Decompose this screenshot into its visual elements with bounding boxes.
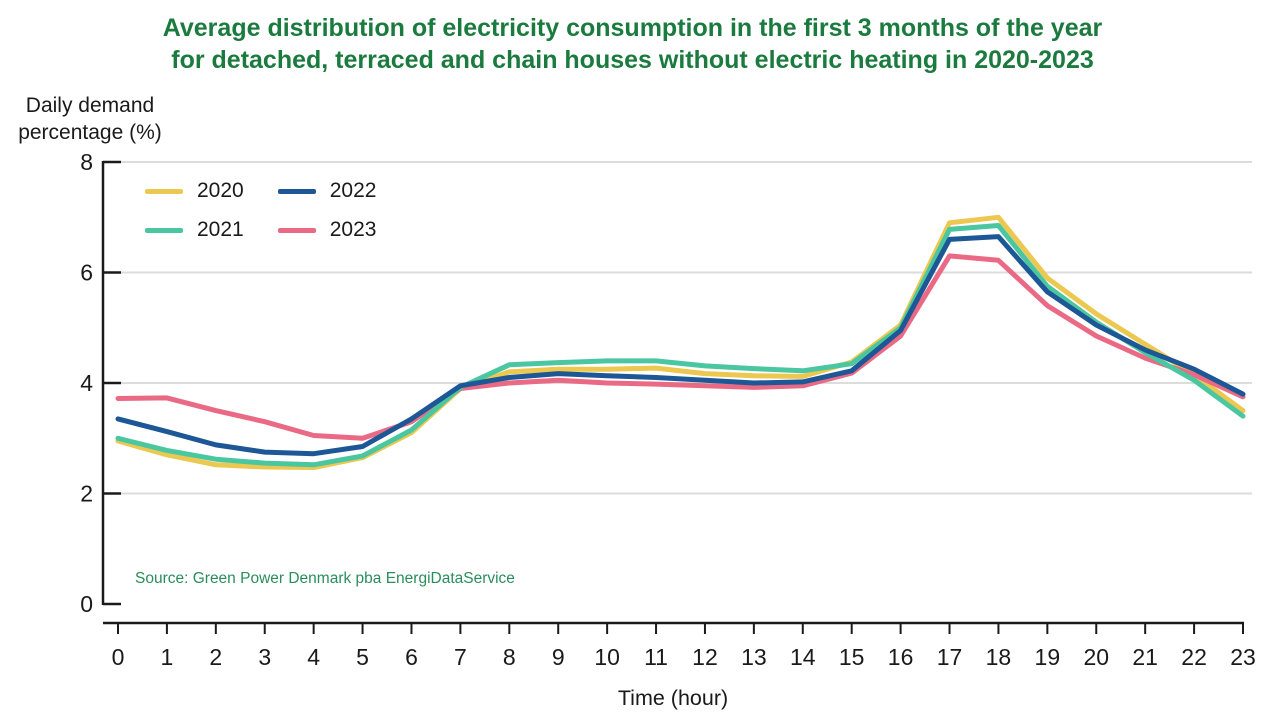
x-tick-label-16: 16 <box>888 644 914 670</box>
x-tick-label-0: 0 <box>112 644 125 670</box>
y-tick-label-4: 4 <box>80 370 93 396</box>
x-tick-label-2: 2 <box>209 644 222 670</box>
x-tick-label-1: 1 <box>161 644 174 670</box>
legend-item-2022: 2022 <box>277 179 377 203</box>
chart-title: Average distribution of electricity cons… <box>0 12 1265 76</box>
x-tick-label-8: 8 <box>503 644 516 670</box>
series-line-2022 <box>115 234 1246 457</box>
legend-label-2020: 2020 <box>197 179 244 202</box>
series-line-2021 <box>115 223 1246 468</box>
source-note: Source: Green Power Denmark pba EnergiDa… <box>135 570 515 587</box>
legend-label-2022: 2022 <box>329 179 377 202</box>
x-tick-label-3: 3 <box>258 644 271 670</box>
x-axis-title: Time (hour) <box>617 686 729 710</box>
y-axis-title: Daily demand percentage (%) <box>2 92 178 146</box>
x-tick-label-15: 15 <box>839 644 865 670</box>
x-tick-label-11: 11 <box>644 644 668 670</box>
legend-item-2021: 2021 <box>145 218 244 242</box>
x-tick-label-19: 19 <box>1035 644 1061 670</box>
x-tick-label-10: 10 <box>594 644 620 670</box>
x-tick-label-12: 12 <box>692 644 718 670</box>
x-tick-label-18: 18 <box>986 644 1012 670</box>
legend-label-2023: 2023 <box>329 218 377 241</box>
legend-item-2023: 2023 <box>277 218 377 242</box>
chart-legend: 2020 2022 2021 2023 <box>145 179 376 242</box>
legend-swatch-2022 <box>277 188 316 194</box>
x-tick-label-22: 22 <box>1181 644 1207 670</box>
x-tick-label-5: 5 <box>356 644 369 670</box>
legend-swatch-2023 <box>277 227 316 233</box>
y-tick-label-2: 2 <box>80 481 93 507</box>
x-tick-label-9: 9 <box>552 644 565 670</box>
series-line-2023 <box>115 253 1246 441</box>
legend-swatch-2020 <box>145 188 183 194</box>
y-axis-title-line-1: Daily demand <box>25 94 155 117</box>
y-axis-title-line-2: percentage (%) <box>18 121 162 144</box>
x-tick-label-17: 17 <box>937 644 963 670</box>
x-tick-label-6: 6 <box>405 644 418 670</box>
y-tick-label-6: 6 <box>80 260 93 286</box>
chart-title-line-1: Average distribution of electricity cons… <box>162 14 1103 42</box>
x-tick-label-20: 20 <box>1083 644 1109 670</box>
legend-label-2021: 2021 <box>197 218 244 241</box>
legend-item-2020: 2020 <box>145 179 244 203</box>
chart-title-line-2: for detached, terraced and chain houses … <box>171 46 1094 74</box>
series-line-2020 <box>115 214 1246 470</box>
x-tick-label-4: 4 <box>307 644 320 670</box>
y-tick-label-0: 0 <box>80 591 93 617</box>
legend-swatch-2021 <box>145 227 183 233</box>
x-tick-label-7: 7 <box>454 644 467 670</box>
x-tick-label-23: 23 <box>1230 644 1256 670</box>
y-tick-label-8: 8 <box>80 149 93 175</box>
x-tick-label-14: 14 <box>790 644 816 670</box>
x-tick-label-21: 21 <box>1132 644 1158 670</box>
x-tick-label-13: 13 <box>741 644 767 670</box>
